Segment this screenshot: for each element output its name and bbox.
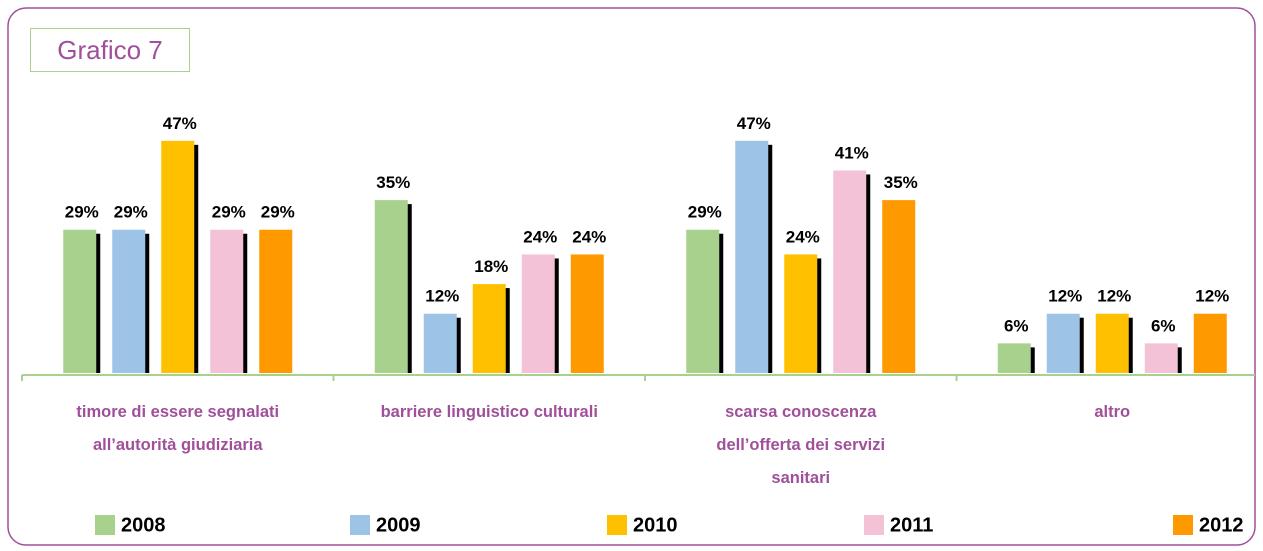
- legend-swatch: [607, 515, 627, 535]
- legend-label: 2010: [633, 514, 678, 536]
- legend-swatch: [1173, 515, 1193, 535]
- value-label: 6%: [1004, 316, 1029, 335]
- value-label: 12%: [1048, 287, 1082, 306]
- value-label: 29%: [261, 203, 295, 222]
- chart-title: Grafico 7: [30, 28, 190, 72]
- bar: [833, 170, 867, 373]
- value-label: 12%: [1097, 287, 1131, 306]
- bar: [784, 254, 818, 373]
- value-label: 47%: [163, 114, 197, 133]
- value-label: 47%: [737, 114, 771, 133]
- bar: [570, 254, 604, 373]
- value-label: 24%: [572, 227, 606, 246]
- bar: [882, 200, 916, 373]
- value-label: 41%: [835, 143, 869, 162]
- value-label: 12%: [1195, 287, 1229, 306]
- value-label: 35%: [884, 173, 918, 192]
- value-label: 24%: [786, 227, 820, 246]
- value-label: 6%: [1151, 316, 1176, 335]
- bar: [63, 229, 97, 373]
- legend-label: 2012: [1199, 514, 1244, 536]
- bar: [472, 284, 506, 373]
- legend-label: 2009: [376, 514, 421, 536]
- value-label: 24%: [523, 227, 557, 246]
- bar: [997, 343, 1031, 373]
- x-tick-label: barriere linguistico culturali: [380, 403, 598, 421]
- legend-label: 2011: [890, 514, 933, 536]
- bar: [259, 229, 293, 373]
- legend-swatch: [864, 515, 884, 535]
- x-tick-label: timore di essere segnalati all’autorità …: [76, 403, 280, 454]
- bar: [161, 140, 195, 373]
- value-label: 29%: [114, 203, 148, 222]
- bar: [1095, 313, 1129, 373]
- bar: [112, 229, 146, 373]
- value-label: 35%: [376, 173, 410, 192]
- bar: [521, 254, 555, 373]
- bar: [210, 229, 244, 373]
- bar: [423, 313, 457, 373]
- bar: [1193, 313, 1227, 373]
- value-label: 12%: [425, 287, 459, 306]
- x-tick-label: altro: [1094, 403, 1131, 421]
- legend-swatch: [350, 515, 370, 535]
- bar: [686, 229, 720, 373]
- legend-label: 2008: [121, 514, 166, 536]
- value-label: 29%: [688, 203, 722, 222]
- bar: [1144, 343, 1178, 373]
- value-label: 29%: [65, 203, 99, 222]
- x-tick-label: scarsa conoscenza dell’offerta dei servi…: [716, 403, 886, 487]
- value-label: 29%: [212, 203, 246, 222]
- bar: [735, 140, 769, 373]
- bar: [374, 200, 408, 373]
- bar: [1046, 313, 1080, 373]
- legend-swatch: [95, 515, 115, 535]
- value-label: 18%: [474, 257, 508, 276]
- frame: [7, 7, 1256, 546]
